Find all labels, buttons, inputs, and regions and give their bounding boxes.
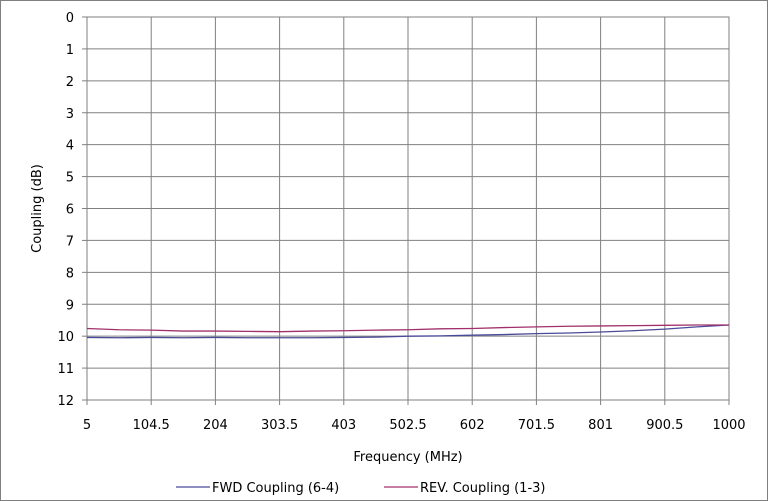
x-tick-label: 403 bbox=[331, 418, 356, 433]
x-tick-labels: 5 104.5 204 303.5 403 502.5 602 701.5 801 900.5 10… bbox=[83, 418, 746, 433]
plot-area-border bbox=[86, 16, 730, 401]
x-tick-label: 1000 bbox=[712, 418, 745, 433]
y-axis-title: Coupling (dB) bbox=[30, 164, 45, 253]
x-tick-label: 5 bbox=[83, 418, 91, 433]
x-tick-label: 303.5 bbox=[261, 418, 298, 433]
legend-label-rev: REV. Coupling (1-3) bbox=[420, 481, 545, 496]
legend: FWD Coupling (6-4) REV. Coupling (1-3) bbox=[176, 481, 545, 496]
y-tick-label: 10 bbox=[57, 330, 74, 345]
y-tick-label: 3 bbox=[66, 107, 74, 122]
series-layer bbox=[86, 324, 730, 339]
y-tick-label: 9 bbox=[66, 298, 74, 313]
x-tick-label: 204 bbox=[203, 418, 228, 433]
y-tick-label: 5 bbox=[66, 171, 74, 186]
x-tick-label: 900.5 bbox=[646, 418, 683, 433]
y-tick-label: 12 bbox=[57, 394, 74, 409]
x-tick-label: 801 bbox=[588, 418, 613, 433]
x-axis-title: Frequency (MHz) bbox=[353, 450, 462, 465]
y-tick-label: 8 bbox=[66, 266, 74, 281]
series-line-fwd bbox=[86, 324, 730, 339]
y-tick-label: 1 bbox=[66, 43, 74, 58]
y-tick-label: 11 bbox=[57, 362, 74, 377]
y-tick-label: 6 bbox=[66, 203, 74, 218]
legend-label-fwd: FWD Coupling (6-4) bbox=[212, 481, 339, 496]
y-tick-label: 7 bbox=[66, 234, 74, 249]
x-tick-label: 104.5 bbox=[133, 418, 170, 433]
x-tick-label: 602 bbox=[460, 418, 485, 433]
y-tick-label: 0 bbox=[66, 11, 74, 26]
x-tick-label: 502.5 bbox=[389, 418, 426, 433]
y-tick-label: 2 bbox=[66, 75, 74, 90]
x-tick-label: 701.5 bbox=[518, 418, 555, 433]
y-tick-label: 4 bbox=[66, 139, 74, 154]
series-line-rev bbox=[86, 324, 729, 333]
